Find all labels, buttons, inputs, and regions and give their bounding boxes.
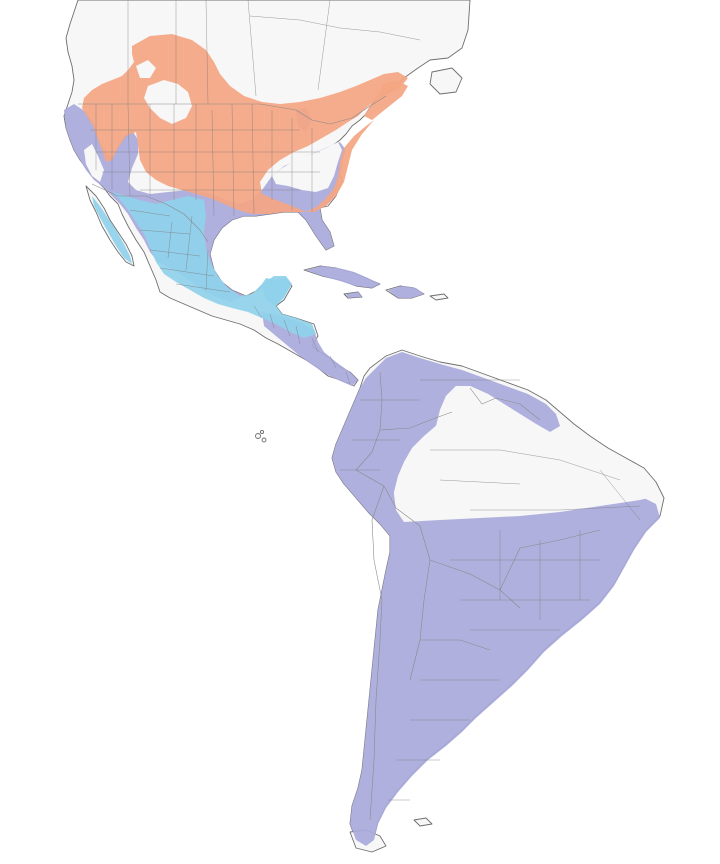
puerto-rico xyxy=(429,293,449,301)
range-gap-west xyxy=(136,60,156,78)
range-resident-baja xyxy=(92,196,132,264)
range-breeding-north xyxy=(82,34,408,214)
border-canada-us xyxy=(78,95,387,125)
range-breeding-northeast xyxy=(364,80,408,120)
range-nonbreeding-caribbean xyxy=(306,266,424,298)
range-nonbreeding-central-america xyxy=(262,312,358,386)
range-resident-mexico xyxy=(112,192,316,338)
admin-borders xyxy=(78,0,641,821)
range-gap-appalachia xyxy=(272,142,342,192)
range-nonbreeding-north-america xyxy=(64,104,346,302)
falkland-islands xyxy=(413,817,433,827)
newfoundland xyxy=(429,67,463,95)
range-layers xyxy=(64,34,660,846)
border-us-mexico xyxy=(91,183,209,243)
range-gap-california xyxy=(84,144,104,182)
galapagos-islands xyxy=(255,429,267,443)
range-gap-prairie xyxy=(144,80,192,124)
range-resident-yucatan xyxy=(262,276,292,306)
range-nonbreeding-south-america xyxy=(332,352,660,846)
